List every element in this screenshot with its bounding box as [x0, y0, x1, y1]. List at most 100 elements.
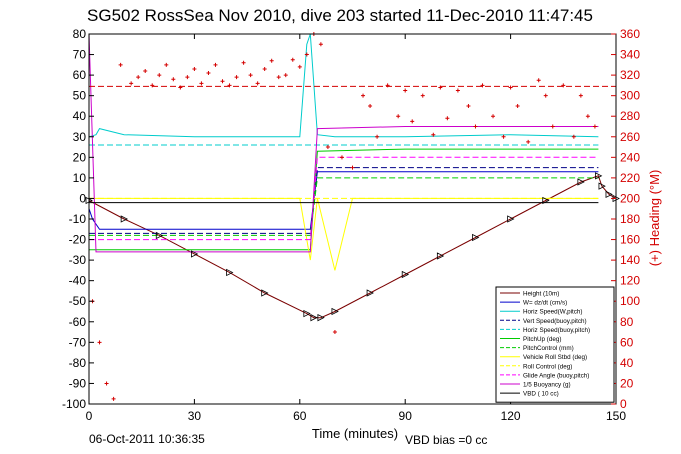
y-left-tick-label: 10	[73, 171, 87, 185]
height-marker	[120, 215, 129, 223]
height-marker	[577, 178, 585, 186]
series-line-7	[89, 197, 599, 271]
y-left-tick-label: -40	[69, 274, 87, 288]
y-right-tick-label: 340	[620, 48, 640, 62]
heading-point	[361, 93, 366, 98]
heading-point	[350, 165, 355, 170]
series-line-5	[89, 148, 599, 251]
heading-point	[403, 88, 408, 93]
heading-point	[164, 62, 169, 67]
y-right-tick-label: 240	[620, 150, 640, 164]
series-line-9	[89, 156, 599, 241]
height-marker	[303, 309, 311, 318]
heading-point	[445, 116, 450, 121]
y-left-tick-label: 40	[73, 109, 87, 123]
y-left-tick-label: -70	[69, 335, 87, 349]
x-tick-label: 150	[606, 409, 626, 423]
height-marker	[191, 250, 199, 258]
y-right-tick-label: 220	[620, 171, 640, 185]
series-layer	[85, 33, 620, 322]
y-right-tick-label: 180	[620, 212, 640, 226]
heading-point	[480, 83, 485, 88]
heading-point	[220, 79, 225, 84]
heading-point	[396, 114, 401, 119]
legend-entry-label: VBD ( 10 cc)	[523, 391, 559, 398]
heading-point	[325, 145, 330, 150]
x-tick-label: 0	[86, 409, 93, 423]
heading-point	[290, 57, 295, 62]
y-left-tick-label: -50	[69, 294, 87, 308]
heading-point	[248, 73, 253, 78]
heading-point	[332, 330, 337, 335]
heading-point	[283, 73, 288, 78]
heading-point	[318, 42, 323, 47]
legend-entry-label: Vert Speed(buoy,pitch)	[523, 318, 587, 325]
heading-point	[118, 62, 123, 67]
heading-point	[339, 155, 344, 160]
heading-point	[255, 81, 260, 86]
legend-entry-label: Vehicle Roll Stbd (deg)	[523, 354, 587, 361]
heading-point	[501, 134, 506, 139]
heading-point	[304, 52, 309, 57]
legend: Height (10m) W= dz/dt (cm/s) Horiz Speed(W…	[495, 286, 615, 403]
height-marker	[436, 252, 445, 260]
height-marker	[366, 289, 374, 297]
y-right-tick-label: 60	[620, 335, 634, 349]
height-marker	[595, 172, 603, 180]
height-marker	[472, 233, 480, 242]
legend-entry-label: Horiz Speed(W,pitch)	[523, 309, 583, 316]
y-left-tick-label: -80	[69, 356, 87, 370]
y-right-tick-label: 160	[620, 233, 640, 247]
y-left-tick-label: -100	[62, 397, 86, 411]
heading-point	[136, 75, 141, 80]
heading-point	[241, 60, 246, 65]
legend-entry-label: Height (10m)	[523, 291, 559, 298]
legend-entry-label: Roll Control (deg)	[523, 363, 572, 370]
timestamp-label: 06-Oct-2011 10:36:35	[89, 432, 205, 446]
y-left-tick-label: -30	[69, 253, 87, 267]
heading-point	[143, 69, 148, 73]
y-right-tick-label: 80	[620, 315, 634, 329]
heading-point	[157, 73, 162, 78]
y-right-tick-label: 360	[620, 27, 640, 41]
heading-point	[410, 119, 415, 124]
heading-point	[97, 340, 102, 345]
x-tick-label: 60	[293, 409, 307, 423]
heading-point	[526, 139, 531, 144]
height-marker	[226, 268, 234, 277]
heading-point	[129, 81, 134, 86]
vbd-bias-label: VBD bias =0 cc	[405, 433, 488, 447]
legend-entry-label: 1/5 Buoyancy (g)	[523, 382, 571, 389]
y-right-tick-label: 100	[620, 294, 640, 308]
legend-entry-label: PitchControl (mm)	[523, 345, 574, 352]
series-line-3	[89, 167, 599, 234]
y-left-tick-label: -10	[69, 212, 87, 226]
heading-point	[171, 77, 176, 82]
heading-point	[111, 396, 116, 401]
heading-point	[561, 83, 566, 88]
height-marker	[507, 215, 515, 223]
heading-point	[199, 81, 204, 86]
height-marker	[331, 307, 339, 316]
y-left-tick-label: 30	[73, 130, 87, 144]
heading-point	[375, 134, 380, 139]
height-marker	[401, 270, 410, 279]
y-left-tick-label: 0	[79, 191, 86, 205]
y-left-tick-label: -90	[69, 376, 87, 390]
heading-point	[297, 64, 302, 69]
y-left-tick-label: 80	[73, 27, 87, 41]
y-right-tick-label: 20	[620, 376, 634, 390]
y-left-tick-label: -20	[69, 233, 87, 247]
height-marker	[598, 182, 606, 190]
height-marker	[310, 314, 318, 322]
height-marker	[155, 231, 164, 240]
heading-point	[592, 124, 597, 129]
heading-point	[185, 75, 190, 80]
heading-point	[104, 381, 109, 386]
heading-point	[192, 66, 197, 71]
heading-point	[276, 75, 281, 80]
heading-point	[420, 93, 425, 98]
legend-entry-label: Horiz Speed(buoy,pitch)	[523, 327, 590, 334]
series-line-6	[89, 177, 599, 236]
heading-point	[585, 114, 590, 119]
